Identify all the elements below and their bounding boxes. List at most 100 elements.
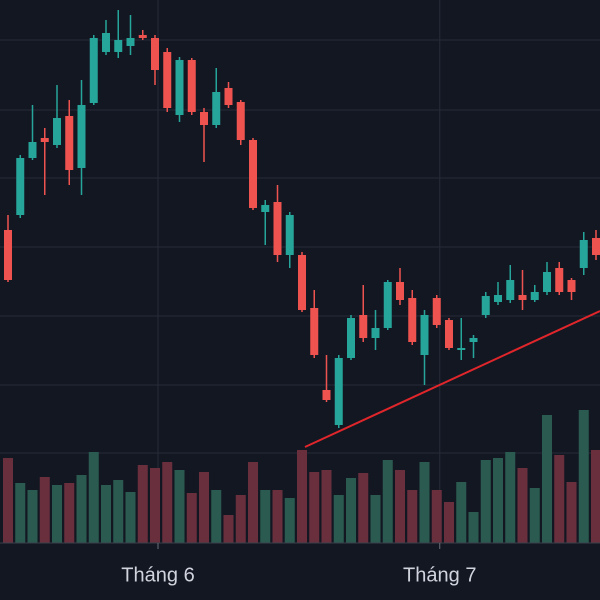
volume-bar [529, 488, 540, 543]
candle-body [420, 315, 429, 355]
volume-bar [431, 490, 442, 543]
candle-body [310, 308, 319, 355]
candle-body [200, 112, 208, 125]
volume-bar [505, 452, 516, 543]
volume-bar [578, 410, 589, 543]
candle-body [236, 102, 245, 140]
volume-bar [407, 490, 418, 543]
candle-body [481, 296, 490, 315]
volume-bar [517, 468, 528, 543]
candle-body [592, 238, 600, 255]
volume-bars [3, 410, 600, 543]
volume-bar [199, 472, 209, 543]
volume-bar [382, 460, 393, 543]
candle-body [359, 315, 368, 338]
volume-bar [566, 482, 577, 543]
volume-bar [284, 498, 295, 543]
volume-bar [493, 458, 503, 543]
candle-body [249, 140, 257, 208]
candle-body [322, 390, 331, 400]
candle-body [261, 205, 270, 212]
volume-bar [321, 470, 332, 543]
candle-body [114, 40, 123, 52]
candle-body [298, 255, 306, 310]
volume-bar [186, 493, 197, 543]
volume-bar [137, 465, 148, 543]
volume-bar [272, 490, 283, 543]
volume-bar [468, 512, 479, 543]
volume-bar [174, 470, 185, 543]
volume-bar [113, 480, 124, 543]
candle-body [518, 295, 527, 300]
candle-body [53, 118, 61, 145]
price-grid [0, 39, 600, 454]
volume-bar [211, 490, 222, 543]
candle-body [212, 92, 221, 125]
candle-body [347, 318, 355, 358]
volume-bar [260, 490, 271, 543]
x-tick-label: Tháng 6 [121, 564, 194, 586]
candle-body [224, 88, 233, 105]
volume-bar [223, 515, 234, 543]
candle-body [102, 33, 110, 52]
volume-bar [15, 483, 26, 543]
candle-body [494, 295, 502, 302]
volume-bar [456, 482, 467, 543]
candle-body [77, 105, 86, 168]
candle-body [432, 298, 441, 325]
volume-bar [591, 450, 600, 543]
candle-body [4, 230, 12, 280]
time-grid [157, 0, 441, 543]
volume-bar [480, 460, 491, 543]
volume-bar [395, 470, 405, 543]
volume-bar [150, 468, 160, 543]
candle-body [334, 358, 343, 425]
candle-body [579, 240, 588, 268]
candle-body [445, 320, 453, 348]
candle-body [457, 348, 466, 350]
candle-body [65, 116, 74, 170]
candle-body [151, 38, 159, 70]
candle-body [530, 292, 539, 300]
volume-bar [542, 415, 552, 543]
candles [4, 10, 600, 428]
candle-body [187, 60, 196, 112]
volume-bar [358, 473, 369, 543]
candle-body [567, 280, 576, 292]
candle-body [408, 298, 417, 342]
volume-bar [39, 477, 50, 543]
trend-line [304, 310, 600, 448]
volume-bar [309, 472, 320, 543]
volume-bar [554, 455, 565, 543]
volume-bar [76, 475, 87, 543]
candle-body [126, 38, 135, 46]
candle-body [89, 38, 98, 103]
candle-body [138, 35, 147, 38]
candle-body [285, 215, 294, 255]
volume-bar [297, 450, 307, 543]
volume-bar [101, 485, 111, 543]
candle-body [40, 138, 49, 142]
volume-bar [444, 502, 454, 543]
volume-bar [248, 462, 258, 543]
volume-bar [125, 492, 136, 543]
candle-body [383, 282, 392, 328]
volume-bar [162, 462, 173, 543]
candle-body [371, 328, 380, 338]
volume-bar [52, 485, 62, 543]
candle-body [28, 142, 37, 158]
volume-bar [88, 452, 99, 543]
candle-body [543, 272, 551, 292]
volume-bar [64, 483, 75, 543]
candle-body [163, 52, 172, 108]
volume-bar [419, 462, 430, 543]
candle-body [175, 60, 184, 115]
candle-body [469, 338, 478, 342]
candle-body [273, 202, 282, 255]
volume-bar [370, 495, 381, 543]
volume-bar [27, 490, 38, 543]
volume-bar [346, 478, 356, 543]
candle-body [555, 268, 564, 292]
